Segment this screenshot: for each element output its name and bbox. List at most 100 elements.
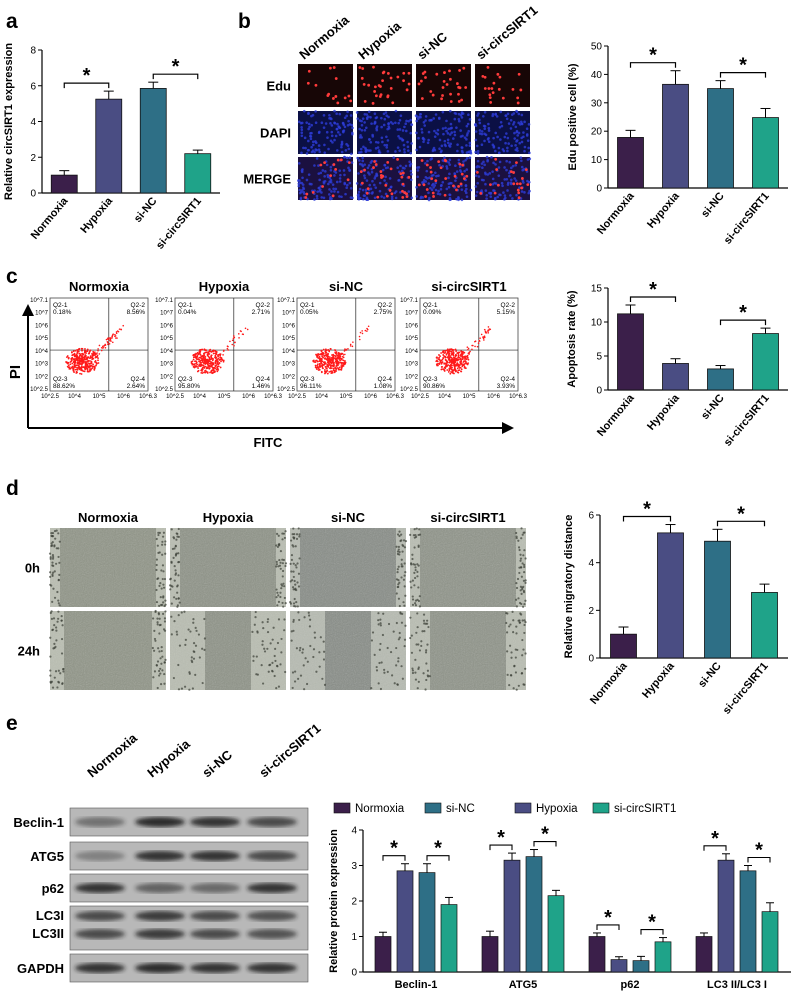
cell-speck: [370, 687, 373, 690]
cell-speck: [323, 683, 327, 687]
panel-label-b: b: [238, 10, 251, 33]
edu-nucleus: [489, 101, 493, 104]
event-dot: [204, 365, 207, 368]
event-dot: [85, 358, 87, 361]
flow-x-tick-label: 10^5: [340, 394, 353, 400]
dapi-nucleus: [491, 112, 495, 116]
dapi-nucleus: [343, 155, 346, 159]
bar: [617, 313, 644, 391]
event-dot: [212, 367, 215, 369]
cell-speck: [178, 601, 181, 604]
cell-speck: [524, 581, 527, 584]
dapi-nucleus: [380, 195, 383, 198]
dapi-nucleus: [509, 118, 513, 122]
event-dot: [208, 367, 211, 370]
flow-plot-title: si-NC: [329, 279, 364, 294]
pi-axis-arrowhead: [22, 304, 34, 316]
legend-swatch: [333, 802, 351, 814]
cell-speck: [157, 533, 160, 537]
cell-speck: [410, 651, 414, 654]
dapi-nucleus: [430, 174, 434, 177]
event-dot: [320, 370, 323, 373]
cell-speck: [282, 558, 286, 562]
cell-speck: [49, 636, 52, 639]
cell-speck: [274, 647, 277, 650]
event-dot: [69, 363, 72, 366]
cell-speck: [169, 578, 172, 581]
event-dot: [194, 353, 196, 356]
dapi-nucleus: [460, 198, 464, 202]
cell-speck: [296, 581, 299, 584]
dapi-nucleus: [422, 178, 426, 182]
cell-speck: [280, 583, 283, 586]
dapi-nucleus: [398, 118, 402, 122]
edu-nucleus: [493, 191, 497, 195]
dapi-nucleus: [366, 166, 370, 170]
micrograph-tile: [475, 111, 530, 154]
cell-speck: [517, 546, 521, 549]
event-dot: [115, 337, 117, 339]
dapi-nucleus: [383, 179, 386, 182]
dapi-nucleus: [503, 166, 506, 169]
event-dot: [455, 353, 457, 356]
cell-speck: [51, 554, 55, 557]
cell-speck: [296, 562, 299, 565]
event-dot: [349, 343, 352, 346]
event-dot: [338, 368, 341, 371]
event-dot: [67, 357, 70, 360]
cell-speck: [192, 618, 195, 621]
event-dot: [84, 366, 87, 369]
dapi-nucleus: [416, 169, 420, 172]
cell-speck: [411, 669, 414, 672]
event-dot: [87, 366, 89, 369]
dapi-nucleus: [409, 131, 413, 135]
edu-nucleus: [444, 159, 448, 163]
dapi-nucleus: [515, 139, 519, 142]
dapi-nucleus: [394, 109, 398, 113]
cell-speck: [273, 674, 276, 678]
dapi-nucleus: [363, 163, 367, 166]
dapi-nucleus: [407, 190, 411, 193]
event-dot: [323, 362, 326, 365]
event-dot: [340, 352, 343, 355]
category-label: si-circSIRT1: [722, 190, 772, 246]
cell-speck: [417, 667, 420, 671]
quadrant-value: 96.11%: [300, 383, 322, 390]
dapi-nucleus: [309, 132, 312, 135]
event-dot: [465, 361, 467, 364]
event-dot: [318, 355, 321, 358]
cell-speck: [57, 532, 60, 535]
dapi-nucleus: [351, 126, 354, 130]
event-dot: [196, 358, 198, 361]
dapi-nucleus: [336, 130, 340, 134]
cell-speck: [57, 610, 60, 613]
cell-speck: [277, 594, 280, 597]
dapi-nucleus: [370, 122, 373, 125]
cell-speck: [295, 533, 299, 536]
cell-speck: [396, 683, 399, 686]
edu-nucleus: [509, 170, 513, 174]
y-tick-label: 50: [591, 42, 603, 53]
event-dot: [199, 350, 202, 353]
cell-speck: [515, 625, 518, 628]
cell-speck: [289, 562, 292, 565]
event-dot: [91, 365, 94, 368]
dapi-nucleus: [329, 121, 332, 125]
bar: [654, 941, 672, 973]
cell-speck: [520, 575, 523, 578]
dapi-nucleus: [441, 159, 445, 162]
dapi-nucleus: [305, 152, 309, 155]
event-dot: [440, 362, 443, 365]
event-dot: [445, 349, 448, 352]
event-dot: [76, 351, 79, 353]
y-tick-label: 40: [591, 70, 603, 81]
dapi-nucleus: [340, 145, 343, 149]
dapi-nucleus: [317, 148, 321, 151]
cell-speck: [403, 585, 406, 588]
event-dot: [209, 365, 212, 368]
edu-nucleus: [441, 94, 444, 97]
event-dot: [233, 344, 235, 347]
event-dot: [455, 357, 458, 360]
cell-speck: [161, 669, 164, 672]
event-dot: [84, 368, 87, 371]
